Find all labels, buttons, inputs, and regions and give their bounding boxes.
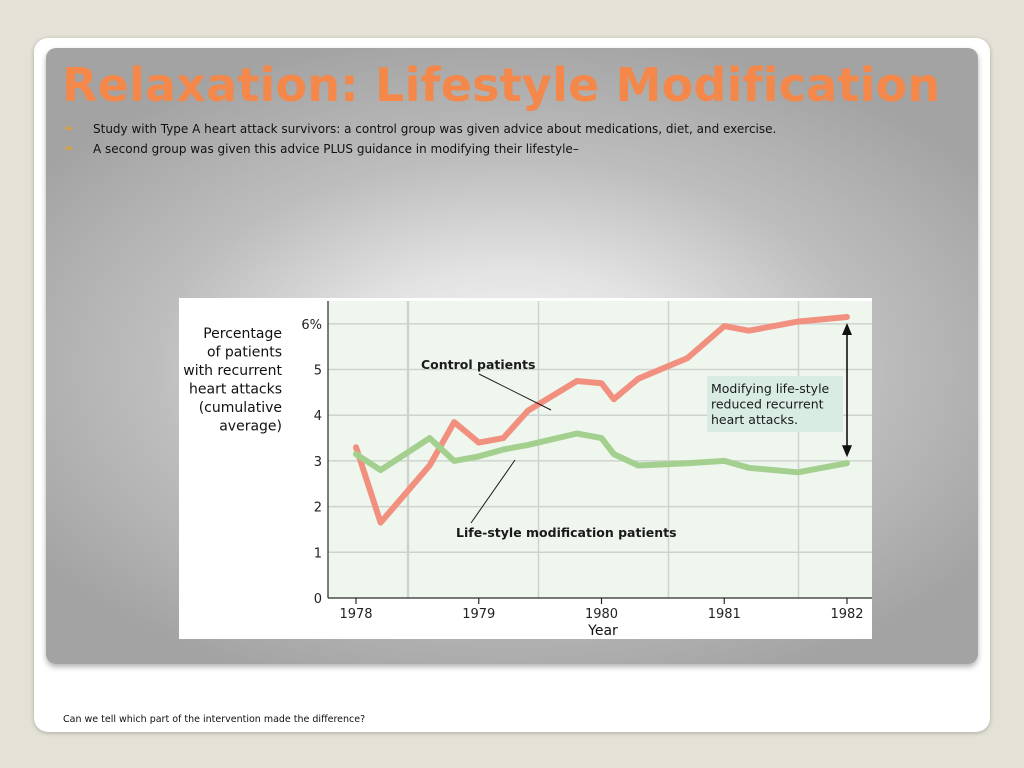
slide-title: Relaxation: Lifestyle Modification bbox=[62, 58, 941, 112]
bullet-text: Study with Type A heart attack survivors… bbox=[93, 122, 777, 136]
x-tick-label: 1978 bbox=[339, 607, 372, 622]
x-tick-label: 1982 bbox=[830, 607, 863, 622]
y-axis-title-line: Percentage bbox=[203, 326, 282, 342]
callout-text-line: heart attacks. bbox=[711, 412, 798, 427]
y-axis-title-line: average) bbox=[219, 419, 282, 435]
y-tick-label: 1 bbox=[314, 546, 322, 561]
x-axis-title: Year bbox=[587, 623, 618, 639]
y-axis-title-line: (cumulative bbox=[199, 400, 282, 416]
control-patients-label: Control patients bbox=[421, 357, 535, 372]
x-tick-label: 1981 bbox=[708, 607, 741, 622]
callout-text: Modifying life-style reduced recurrent hea… bbox=[711, 381, 830, 427]
callout-box bbox=[707, 376, 843, 432]
line-chart: 0 1 2 3 4 5 6% 1978 1979 1980 1981 1982 Year Percenta… bbox=[179, 298, 872, 639]
y-tick-label: 0 bbox=[314, 592, 322, 607]
bullet-item: ❧ A second group was given this advice P… bbox=[62, 140, 776, 158]
y-axis-title: Percentage of patients with recurrent heart… bbox=[183, 326, 282, 435]
plot-area bbox=[328, 301, 872, 598]
y-tick-label: 5 bbox=[314, 364, 322, 379]
chart-figure: 0 1 2 3 4 5 6% 1978 1979 1980 1981 1982 Year Percenta… bbox=[179, 298, 872, 639]
callout-text-line: reduced recurrent bbox=[711, 397, 824, 412]
fleuron-bullet-icon: ❧ bbox=[64, 142, 74, 155]
arrow-down-icon bbox=[842, 445, 852, 458]
y-axis-title-line: with recurrent bbox=[183, 363, 282, 379]
y-tick-label: 2 bbox=[314, 501, 322, 516]
ylabel-panel bbox=[179, 298, 328, 639]
x-tick-label: 1980 bbox=[585, 607, 618, 622]
bullet-item: ❧ Study with Type A heart attack survivo… bbox=[62, 120, 776, 138]
y-axis-title-line: of patients bbox=[207, 345, 282, 361]
x-tick-label: 1979 bbox=[462, 607, 495, 622]
bullet-text: A second group was given this advice PLU… bbox=[93, 142, 579, 156]
control-leader-line bbox=[478, 373, 552, 411]
arrow-up-icon bbox=[842, 322, 852, 335]
fleuron-bullet-icon: ❧ bbox=[64, 122, 74, 135]
y-tick-label: 6% bbox=[301, 318, 322, 333]
control-series-line bbox=[353, 314, 850, 526]
callout-text-line: Modifying life-style bbox=[711, 381, 830, 396]
lifestyle-patients-label: Life-style modification patients bbox=[456, 525, 677, 540]
footer-question: Can we tell which part of the interventi… bbox=[63, 714, 366, 725]
y-tick-label: 4 bbox=[314, 409, 322, 424]
y-axis-title-line: heart attacks bbox=[189, 382, 282, 398]
lifestyle-series-line bbox=[353, 430, 850, 476]
y-tick-label: 3 bbox=[314, 455, 322, 470]
bullet-list: ❧ Study with Type A heart attack survivo… bbox=[62, 120, 776, 160]
lifestyle-leader-line bbox=[470, 459, 516, 524]
